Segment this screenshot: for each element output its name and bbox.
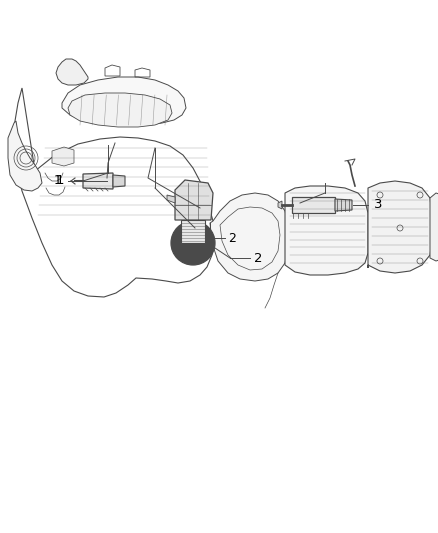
PathPatch shape xyxy=(52,147,74,166)
PathPatch shape xyxy=(210,193,288,281)
PathPatch shape xyxy=(68,93,172,127)
PathPatch shape xyxy=(8,121,42,191)
PathPatch shape xyxy=(167,195,175,203)
PathPatch shape xyxy=(278,201,282,209)
PathPatch shape xyxy=(368,181,432,273)
Text: 2: 2 xyxy=(254,252,262,264)
PathPatch shape xyxy=(62,77,186,126)
PathPatch shape xyxy=(292,197,335,213)
PathPatch shape xyxy=(113,175,125,187)
Text: 1: 1 xyxy=(56,174,64,188)
PathPatch shape xyxy=(83,173,113,189)
Circle shape xyxy=(171,221,215,265)
PathPatch shape xyxy=(13,88,214,297)
PathPatch shape xyxy=(56,59,88,85)
Text: 2: 2 xyxy=(228,231,236,245)
Text: 3: 3 xyxy=(374,198,382,212)
PathPatch shape xyxy=(335,199,352,211)
PathPatch shape xyxy=(285,186,368,275)
Text: 1: 1 xyxy=(54,174,62,188)
PathPatch shape xyxy=(175,180,213,220)
PathPatch shape xyxy=(181,220,205,243)
Circle shape xyxy=(178,228,208,258)
PathPatch shape xyxy=(430,193,438,261)
